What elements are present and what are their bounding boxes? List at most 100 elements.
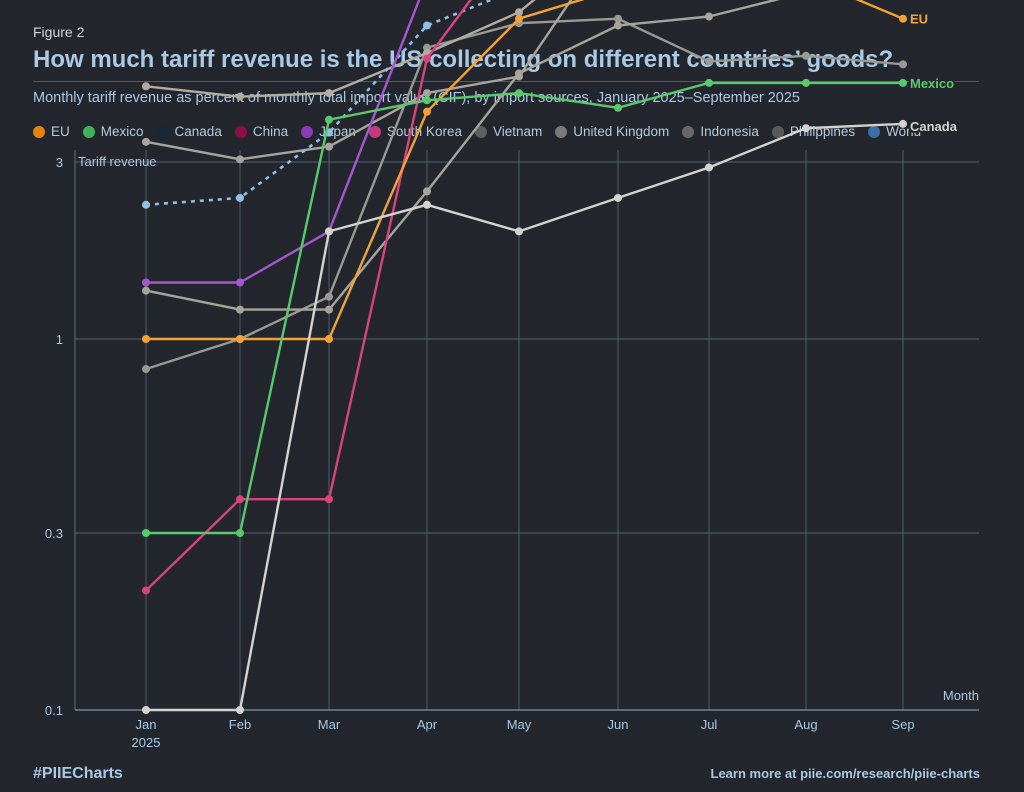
data-point <box>899 119 907 128</box>
legend-label: EU <box>51 124 70 139</box>
data-point <box>142 528 150 537</box>
data-point <box>325 227 333 236</box>
legend-label: World <box>886 124 922 139</box>
data-point <box>142 365 150 374</box>
legend-item-mexico[interactable]: Mexico <box>82 124 144 139</box>
title-divider <box>33 81 979 82</box>
legend-item-indonesia[interactable]: Indonesia <box>682 124 759 139</box>
series-world <box>142 0 495 209</box>
series-line <box>146 81 903 535</box>
data-point <box>325 292 333 301</box>
legend-marker <box>156 125 169 138</box>
series-end-label-halo: EU <box>910 12 928 27</box>
legend-item-world[interactable]: World <box>868 124 921 139</box>
legend-label: United Kingdom <box>573 124 670 139</box>
data-point <box>325 305 333 314</box>
data-point <box>325 495 333 504</box>
legend-label: Canada <box>174 124 222 139</box>
legend-marker <box>368 125 381 138</box>
series-philippines <box>142 0 573 164</box>
legend-item-united-kingdom[interactable]: United Kingdom <box>555 124 669 139</box>
data-point <box>142 706 150 714</box>
series-line <box>146 0 421 284</box>
x-axis-title: Month <box>943 688 979 703</box>
legend-label: Indonesia <box>700 124 759 139</box>
data-point <box>325 89 333 98</box>
data-point <box>515 227 523 236</box>
data-point <box>802 124 810 133</box>
legend-item-china[interactable]: China <box>234 124 289 139</box>
data-point <box>236 528 244 537</box>
series-line <box>145 0 472 592</box>
legend-marker <box>868 125 881 138</box>
y-tick-label: 0.3 <box>45 526 63 541</box>
data-point <box>325 142 333 151</box>
series-south-korea <box>142 0 472 595</box>
legend-marker <box>682 125 695 138</box>
data-point <box>899 14 907 23</box>
data-point <box>236 495 244 504</box>
legend-item-south-korea[interactable]: South Korea <box>368 124 462 139</box>
x-tick-label: Feb <box>229 717 251 732</box>
data-point <box>705 78 713 87</box>
data-point <box>423 21 431 30</box>
data-point <box>236 92 244 101</box>
data-point <box>142 286 150 295</box>
data-point <box>423 107 431 116</box>
data-point <box>325 335 333 343</box>
data-point <box>899 60 907 69</box>
series-end-label-halo: Mexico <box>910 76 954 91</box>
series-canada <box>142 119 907 714</box>
legend-item-canada[interactable]: Canada <box>156 124 222 139</box>
data-point <box>236 155 244 164</box>
x-tick-label: Jul <box>701 717 718 732</box>
legend-marker <box>301 125 314 138</box>
legend-label: China <box>252 124 289 139</box>
series-end-label: Canada <box>910 119 958 134</box>
data-point <box>705 163 713 172</box>
learn-more-link[interactable]: Learn more at piie.com/research/piie-cha… <box>710 766 981 781</box>
data-point <box>142 82 150 91</box>
legend-marker <box>771 125 784 138</box>
data-point <box>515 89 523 98</box>
data-point <box>142 335 150 343</box>
y-tick-label: 1 <box>56 332 63 347</box>
y-tick-label: 3 <box>56 155 63 170</box>
series-end-label: Mexico <box>910 76 954 91</box>
data-point <box>423 187 431 196</box>
legend-marker <box>33 125 45 138</box>
data-point <box>705 12 713 21</box>
data-point <box>423 54 431 63</box>
legend-label: Vietnam <box>492 124 543 139</box>
legend-marker <box>555 125 568 138</box>
series-japan <box>142 0 421 287</box>
series-end-label: EU <box>910 12 928 27</box>
data-point <box>236 305 244 314</box>
legend-marker <box>474 125 487 138</box>
x-tick-label: May <box>507 717 532 732</box>
legend-marker <box>82 125 95 138</box>
x-tick-label: Apr <box>417 717 438 732</box>
x-tick-label: Jan <box>136 717 157 732</box>
hashtag-text: #PIIECharts <box>33 765 123 782</box>
series-indonesia <box>142 0 536 101</box>
data-point <box>142 586 150 595</box>
legend-label: Mexico <box>100 124 144 139</box>
legend-marker <box>234 125 247 138</box>
series-line <box>146 0 904 341</box>
data-point <box>899 78 907 87</box>
figure-label: Figure 2 <box>33 24 85 40</box>
legend-item-vietnam[interactable]: Vietnam <box>474 124 543 139</box>
data-point <box>236 193 244 202</box>
data-point <box>236 706 244 714</box>
data-point <box>142 200 150 209</box>
data-point <box>802 78 810 87</box>
series-line <box>145 0 781 311</box>
legend-item-eu[interactable]: EU <box>33 124 70 139</box>
data-point <box>423 200 431 209</box>
series-line <box>145 0 495 207</box>
data-point <box>515 8 523 17</box>
x-tick-label: Sep <box>891 717 914 732</box>
x-tick-label: Aug <box>794 717 817 732</box>
data-point <box>236 335 244 343</box>
